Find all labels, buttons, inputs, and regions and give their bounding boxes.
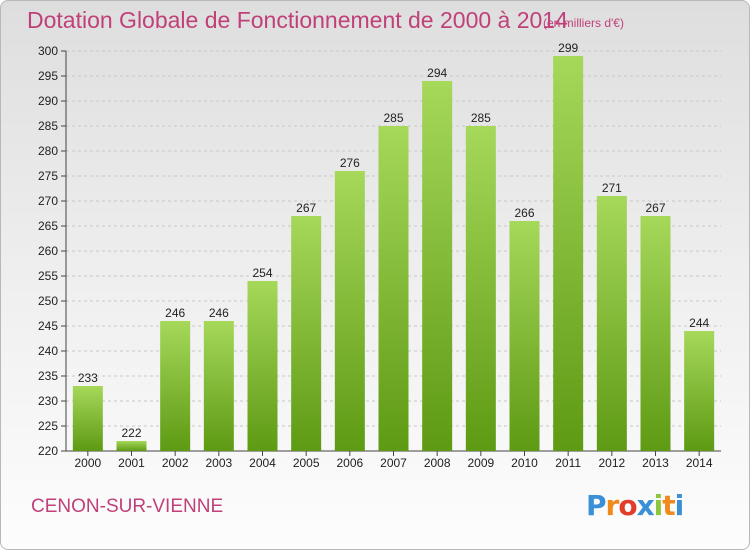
data-label-2001: 222: [121, 426, 141, 440]
y-tick-labels: 220 225 230 235 240 245 250 255 260 265 270 275 280 2…: [38, 44, 58, 458]
y-tick-label: 250: [38, 294, 58, 308]
x-tick-label-2008: 2008: [424, 456, 451, 470]
bar-2009: [465, 126, 496, 451]
data-label-2008: 294: [427, 66, 447, 80]
logo-letter: o: [618, 489, 637, 522]
y-tick-label: 275: [38, 169, 58, 183]
logo-letter: x: [636, 489, 655, 522]
y-tick-label: 220: [38, 444, 58, 458]
x-tick-label-2013: 2013: [642, 456, 669, 470]
y-tick-label: 270: [38, 194, 58, 208]
data-label-2010: 266: [514, 206, 534, 220]
y-tick-label: 230: [38, 394, 58, 408]
data-label-2013: 267: [645, 201, 665, 215]
y-tick-label: 235: [38, 369, 58, 383]
data-label-2011: 299: [558, 41, 578, 55]
bar-2003: [203, 321, 234, 451]
y-tick-label: 265: [38, 219, 58, 233]
data-label-2005: 267: [296, 201, 316, 215]
bar-2013: [640, 216, 671, 451]
data-labels: 233 222 246 246 254 267 276 285 294 285 266 299 271 2…: [78, 41, 710, 440]
x-tick-label-2003: 2003: [205, 456, 232, 470]
bar-2005: [291, 216, 322, 451]
data-label-2000: 233: [78, 371, 98, 385]
bar-2010: [509, 221, 540, 451]
bar-2001: [116, 441, 147, 451]
bar-2012: [596, 196, 627, 451]
y-tick-label: 225: [38, 419, 58, 433]
commune-name: CENON-SUR-VIENNE: [31, 496, 224, 517]
y-tick-label: 300: [38, 44, 58, 58]
bar-2011: [553, 56, 584, 451]
y-tick-label: 290: [38, 94, 58, 108]
x-tick-labels: 2000 2001 2002 2003 2004 2005 2006 2007 2008 2009…: [74, 456, 712, 470]
logo-letter: r: [605, 489, 620, 522]
y-tick-label: 240: [38, 344, 58, 358]
y-tick-label: 245: [38, 319, 58, 333]
x-tick-label-2004: 2004: [249, 456, 276, 470]
data-label-2007: 285: [383, 111, 403, 125]
data-label-2014: 244: [689, 316, 709, 330]
data-label-2003: 246: [209, 306, 229, 320]
bar-2002: [160, 321, 191, 451]
bar-2000: [72, 386, 103, 451]
x-tick-label-2012: 2012: [598, 456, 625, 470]
x-tick-label-2011: 2011: [555, 456, 581, 470]
logo-letter: t: [662, 489, 675, 522]
bar-2007: [378, 126, 409, 451]
logo-letter: P: [586, 489, 607, 522]
bar-2014: [684, 331, 715, 451]
proxiti-logo: Proxiti: [586, 489, 685, 522]
x-tick-label-2000: 2000: [74, 456, 101, 470]
x-tick-label-2006: 2006: [336, 456, 363, 470]
y-tick-label: 285: [38, 119, 58, 133]
data-label-2004: 254: [252, 266, 272, 280]
x-tick-label-2005: 2005: [293, 456, 320, 470]
data-label-2012: 271: [602, 181, 622, 195]
bars: [72, 56, 715, 451]
bar-2006: [334, 171, 365, 451]
logo-letter: i: [674, 489, 685, 522]
x-tick-label-2001: 2001: [118, 456, 145, 470]
y-tick-label: 295: [38, 69, 58, 83]
chart-title: Dotation Globale de Fonctionnement de 20…: [27, 7, 568, 33]
data-label-2006: 276: [340, 156, 360, 170]
x-tick-label-2007: 2007: [380, 456, 407, 470]
data-label-2009: 285: [471, 111, 491, 125]
data-label-2002: 246: [165, 306, 185, 320]
logo-letter: i: [653, 489, 664, 522]
y-tick-label: 255: [38, 269, 58, 283]
bar-2004: [247, 281, 278, 451]
bar-2008: [422, 81, 453, 451]
x-tick-label-2010: 2010: [511, 456, 538, 470]
y-tick-label: 260: [38, 244, 58, 258]
x-tick-label-2002: 2002: [162, 456, 189, 470]
chart-subtitle: (en milliers d'€): [543, 16, 624, 30]
x-tick-label-2014: 2014: [686, 456, 713, 470]
y-tick-label: 280: [38, 144, 58, 158]
x-tick-label-2009: 2009: [467, 456, 494, 470]
